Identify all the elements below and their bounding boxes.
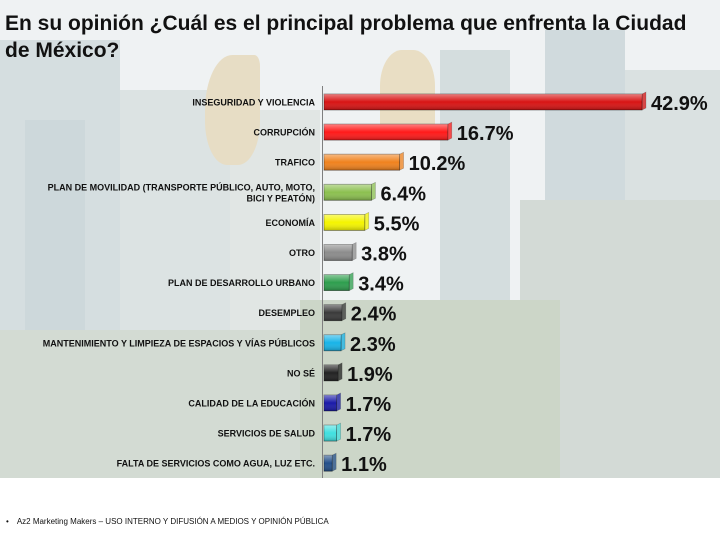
chart-title: En su opinión ¿Cuál es el principal prob… bbox=[5, 12, 687, 62]
category-label: ECONOMÍA bbox=[266, 218, 316, 228]
value-label: 6.4% bbox=[380, 183, 426, 205]
category-label: NO SÉ bbox=[287, 368, 315, 378]
bar-shine bbox=[324, 455, 333, 472]
bar-depth bbox=[331, 452, 337, 472]
bar-shine bbox=[324, 124, 448, 141]
bar-shine bbox=[324, 304, 342, 321]
value-label: 3.8% bbox=[361, 244, 407, 266]
category-label: CORRUPCIÓN bbox=[253, 127, 315, 138]
bar-shine bbox=[324, 244, 353, 261]
value-label: 2.3% bbox=[350, 334, 396, 356]
bar-shine bbox=[324, 395, 337, 411]
value-label: 1.9% bbox=[347, 364, 393, 386]
bullet-icon: • bbox=[6, 517, 9, 526]
bar-depth bbox=[337, 362, 343, 382]
bar-depth bbox=[399, 151, 404, 171]
bar-depth bbox=[340, 332, 346, 352]
bar-shine bbox=[324, 425, 337, 442]
bar-shine bbox=[324, 214, 365, 231]
value-label: 2.4% bbox=[351, 304, 397, 326]
value-label: 5.5% bbox=[374, 213, 420, 235]
value-label: 3.4% bbox=[358, 274, 404, 296]
category-label: INSEGURIDAD Y VIOLENCIA bbox=[192, 98, 315, 108]
footer-text: Az2 Marketing Makers – USO INTERNO Y DIF… bbox=[16, 517, 329, 526]
bar-chart: INSEGURIDAD Y VIOLENCIA 42.9% CORRUPCIÓN 16… bbox=[43, 86, 708, 478]
value-label: 1.7% bbox=[346, 424, 392, 446]
bar-shine bbox=[324, 274, 350, 291]
category-label: PLAN DE DESARROLLO URBANO bbox=[168, 278, 315, 288]
footer: • Az2 Marketing Makers – USO INTERNO Y DI… bbox=[6, 517, 329, 526]
bar-depth bbox=[447, 121, 453, 141]
category-label: DESEMPLEO bbox=[258, 308, 315, 318]
category-label: TRAFICO bbox=[275, 158, 315, 168]
bar-depth bbox=[351, 242, 357, 261]
bar-depth bbox=[641, 91, 647, 111]
category-label: SERVICIOS DE SALUD bbox=[218, 429, 316, 439]
value-label: 42.9% bbox=[651, 93, 708, 115]
bar-depth bbox=[341, 302, 347, 322]
category-label: CALIDAD DE LA EDUCACIÓN bbox=[188, 398, 315, 409]
bar-shine bbox=[324, 154, 400, 171]
bar-depth bbox=[371, 181, 376, 201]
category-label: MANTENIMIENTO Y LIMPIEZA DE ESPACIOS Y V… bbox=[43, 337, 315, 348]
category-label: FALTA DE SERVICIOS COMO AGUA, LUZ ETC. bbox=[117, 459, 315, 469]
background-photo bbox=[0, 0, 720, 478]
category-label: PLAN DE MOVILIDAD (TRANSPORTE PÚBLICO, A… bbox=[48, 181, 315, 203]
category-label: OTRO bbox=[289, 248, 315, 258]
bar-depth bbox=[364, 211, 370, 231]
value-label: 1.7% bbox=[346, 394, 392, 416]
bar-depth bbox=[336, 422, 341, 442]
bar-depth bbox=[348, 272, 354, 292]
bar-shine bbox=[324, 334, 342, 351]
value-label: 10.2% bbox=[409, 153, 466, 175]
bar-depth bbox=[336, 392, 341, 412]
bar-shine bbox=[324, 364, 339, 381]
bar-shine bbox=[324, 94, 642, 110]
value-label: 1.1% bbox=[341, 454, 387, 476]
value-label: 16.7% bbox=[457, 123, 514, 145]
bar-shine bbox=[324, 184, 372, 201]
